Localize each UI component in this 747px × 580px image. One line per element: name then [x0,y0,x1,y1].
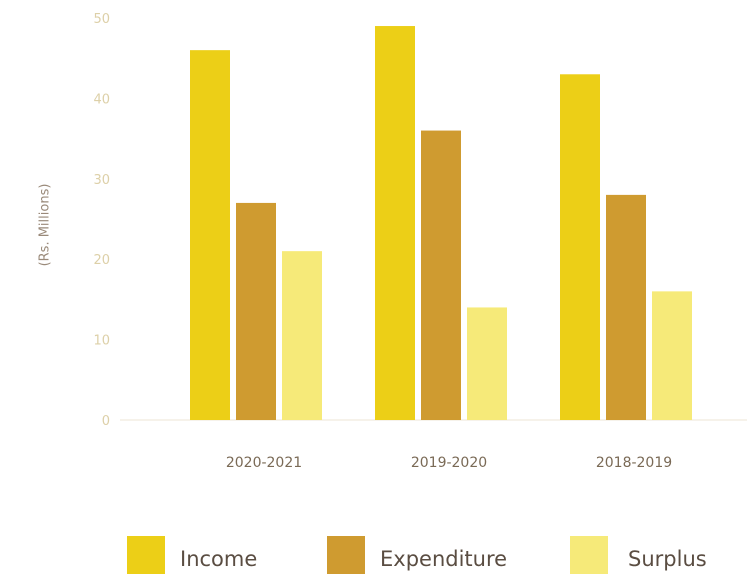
legend-label-expenditure: Expenditure [380,547,507,571]
x-axis-labels: 2020-2021 2019-2020 2018-2019 [226,455,672,471]
legend-label-income: Income [180,547,257,571]
bar-surplus-2018-2019 [652,291,692,420]
bar-income-2018-2019 [560,74,600,420]
x-category-label: 2020-2021 [226,455,302,471]
y-tick-label: 40 [93,92,110,107]
y-tick-label: 50 [93,12,110,27]
x-category-label: 2018-2019 [596,455,672,471]
y-tick-label: 20 [93,253,110,268]
bar-income-2020-2021 [190,50,230,420]
x-category-label: 2019-2020 [411,455,487,471]
y-axis-ticks: 0 10 20 30 40 50 [93,12,110,429]
bar-income-2019-2020 [375,26,415,420]
legend-swatch-expenditure [327,536,365,574]
y-axis-title: (Rs. Millions) [38,184,53,267]
bar-surplus-2019-2020 [467,307,507,420]
legend-label-surplus: Surplus [628,547,707,571]
bar-expenditure-2020-2021 [236,202,276,420]
y-tick-label: 0 [102,414,110,429]
y-tick-label: 30 [93,173,110,188]
bar-expenditure-2018-2019 [606,194,646,420]
y-tick-label: 10 [93,334,110,349]
legend-swatch-surplus [570,536,608,574]
y-axis-title-group: (Rs. Millions) [38,184,53,267]
legend: Income Expenditure Surplus [127,536,707,574]
bar-surplus-2020-2021 [282,251,322,420]
bars-group [190,26,692,420]
legend-swatch-income [127,536,165,574]
bar-expenditure-2019-2020 [421,130,461,420]
